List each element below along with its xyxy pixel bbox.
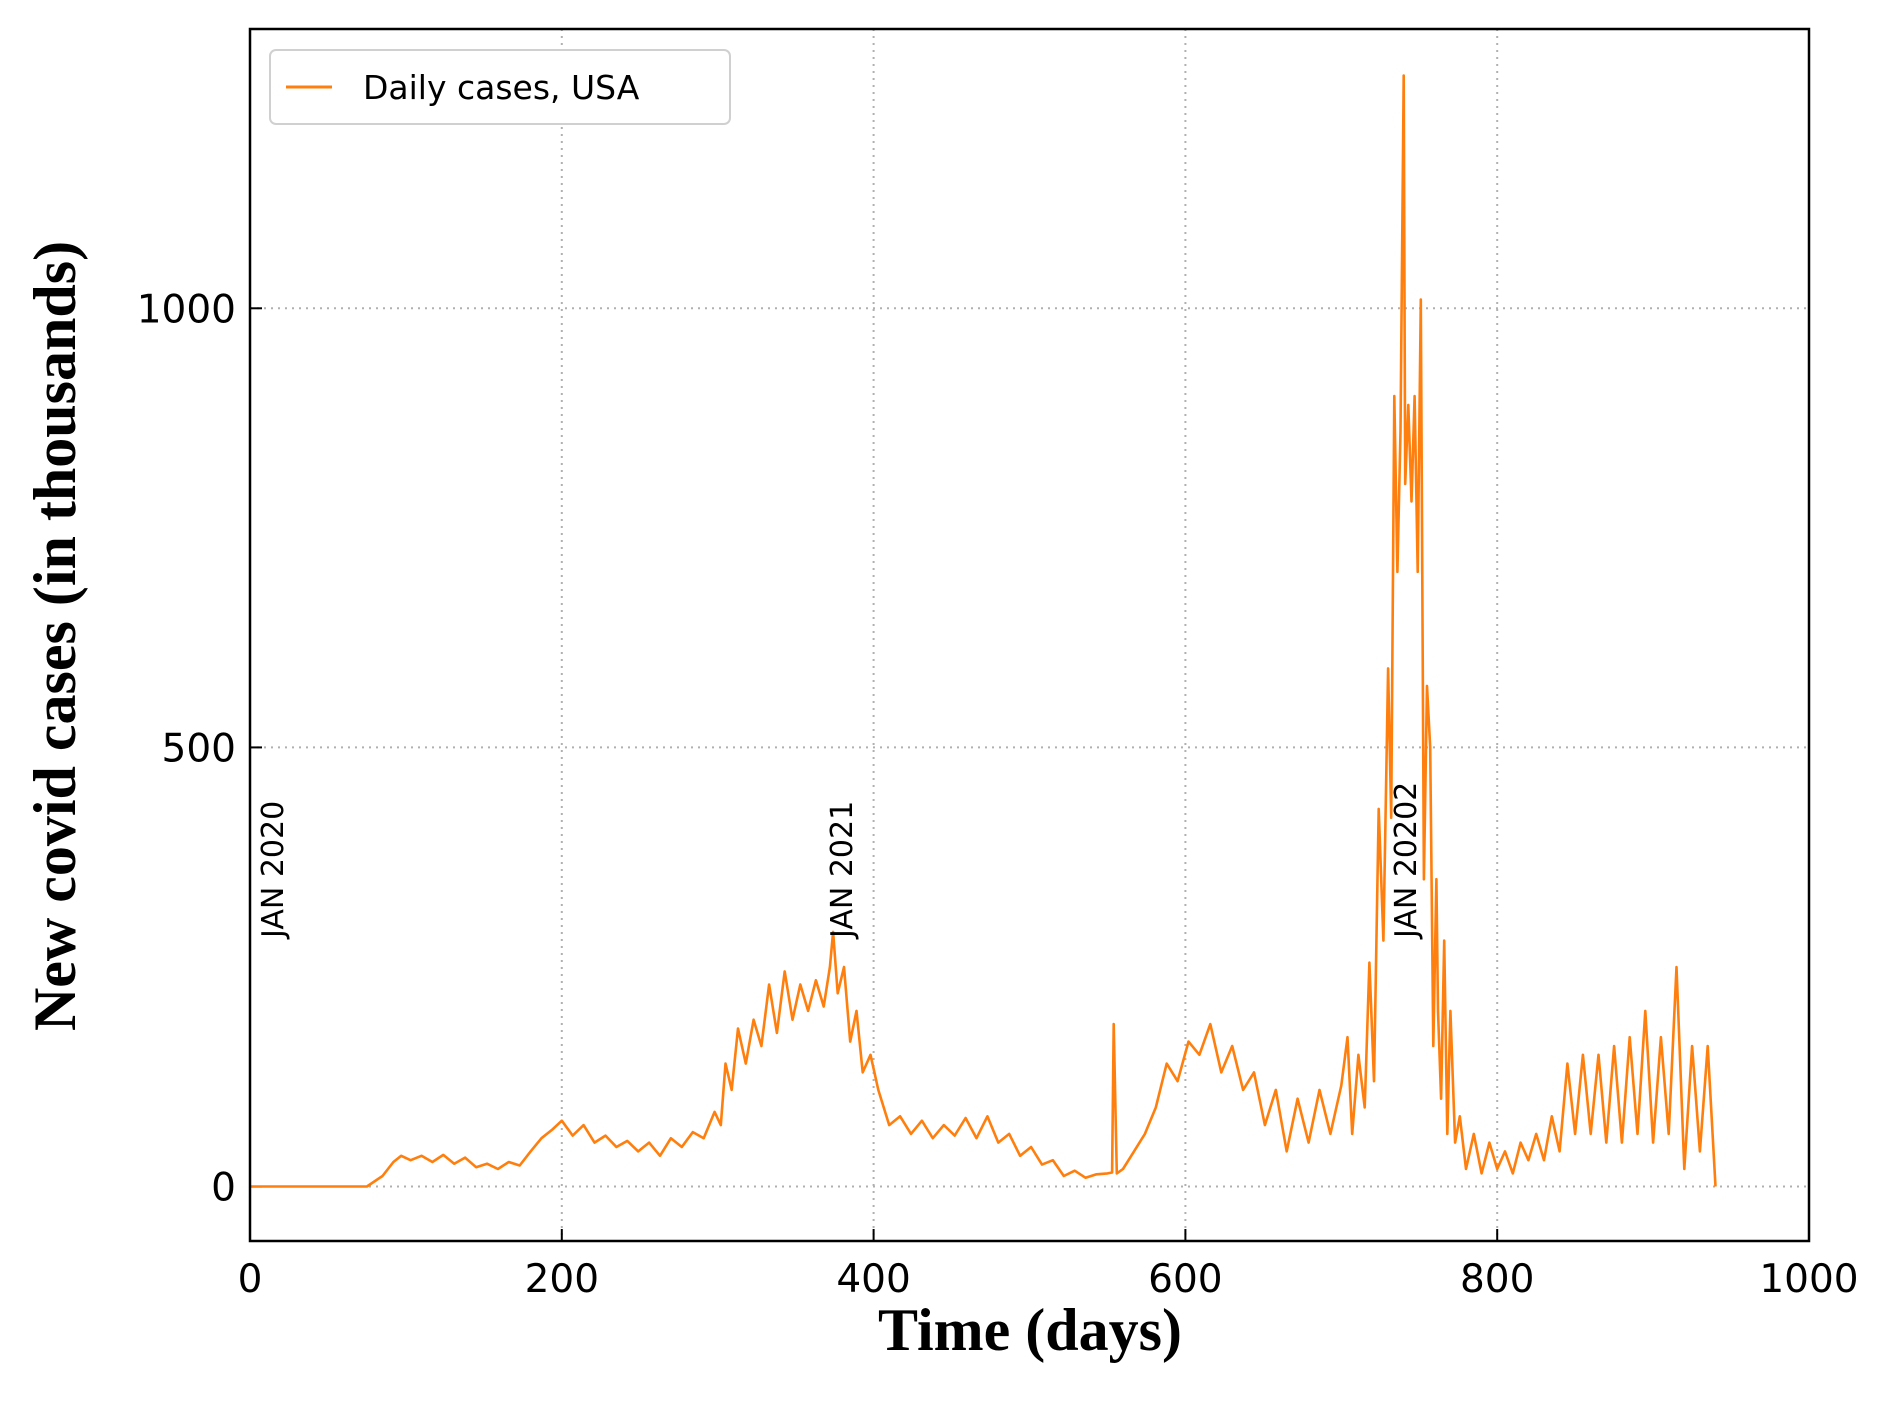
x-tick-label: 600 bbox=[1148, 1257, 1222, 1302]
x-tick-label: 800 bbox=[1460, 1257, 1534, 1302]
legend-box bbox=[269, 49, 731, 125]
y-tick-label: 1000 bbox=[137, 287, 236, 332]
annotation: JAN 2021 bbox=[825, 801, 860, 940]
x-tick-label: 0 bbox=[238, 1257, 263, 1302]
x-tick-label: 400 bbox=[836, 1257, 910, 1302]
annotation: JAN 2020 bbox=[256, 801, 291, 940]
data-line bbox=[250, 74, 1717, 1188]
y-tick-label: 500 bbox=[162, 726, 236, 771]
y-tick-label: 0 bbox=[211, 1166, 236, 1211]
legend-label: Daily cases, USA bbox=[363, 68, 640, 107]
annotation: JAN 20202 bbox=[1389, 782, 1424, 940]
x-axis-label: Time (days) bbox=[878, 1297, 1182, 1363]
plot-frame bbox=[248, 27, 1811, 1243]
y-axis-label: New covid cases (in thousands) bbox=[22, 241, 88, 1031]
x-tick-label: 200 bbox=[525, 1257, 599, 1302]
x-tick-label: 1000 bbox=[1759, 1257, 1858, 1302]
